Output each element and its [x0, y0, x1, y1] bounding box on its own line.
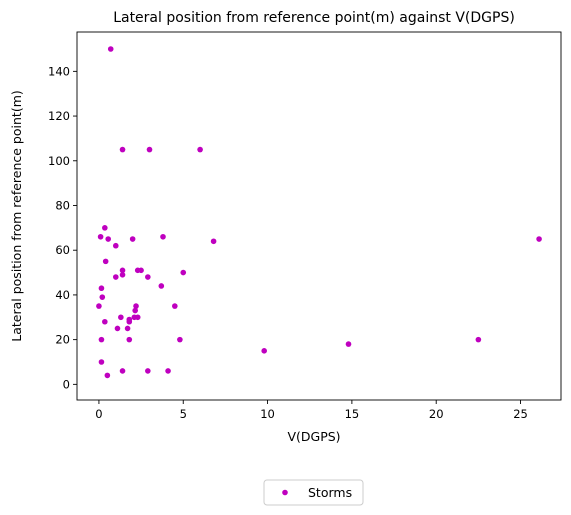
data-point — [102, 225, 108, 231]
legend: Storms — [263, 479, 364, 506]
data-point — [119, 271, 126, 278]
y-tick-label: 80 — [55, 198, 70, 212]
x-tick-label: 15 — [345, 407, 360, 421]
data-point — [132, 307, 138, 314]
data-point — [98, 336, 105, 343]
data-point — [180, 269, 187, 276]
data-point — [138, 267, 144, 274]
data-point — [475, 336, 482, 343]
data-point — [172, 303, 178, 309]
data-point — [345, 341, 352, 347]
y-tick-label: 20 — [55, 333, 70, 347]
data-point — [119, 146, 126, 153]
data-point — [536, 236, 542, 242]
data-point — [133, 303, 139, 309]
axis-ticks: 0 5 10 15 20 25 0 20 40 60 80 100 120 140 — [48, 64, 528, 421]
data-point — [105, 236, 111, 242]
data-point — [114, 325, 121, 332]
data-point — [124, 325, 131, 332]
data-point — [119, 267, 126, 274]
data-point — [107, 46, 114, 52]
legend-box — [263, 479, 364, 506]
data-point — [119, 368, 126, 374]
data-point — [102, 318, 108, 325]
data-point — [261, 348, 267, 354]
plot-frame — [76, 31, 562, 401]
x-tick-label: 0 — [95, 407, 102, 421]
data-point — [98, 285, 105, 292]
data-point — [96, 303, 102, 309]
data-point — [98, 359, 105, 365]
x-tick-label: 25 — [513, 407, 528, 421]
y-axis-title: Lateral position from reference point(m) — [9, 90, 24, 341]
x-tick-label: 10 — [260, 407, 275, 421]
data-point — [145, 368, 151, 374]
data-point — [165, 368, 171, 374]
y-tick-label: 0 — [63, 377, 70, 391]
data-point — [99, 294, 106, 300]
x-tick-label: 20 — [429, 407, 444, 421]
data-point — [129, 236, 136, 242]
data-point — [146, 146, 153, 153]
chart-title: Lateral position from reference point(m)… — [113, 10, 515, 26]
data-point — [158, 283, 165, 289]
data-point — [126, 318, 133, 325]
data-point — [134, 314, 141, 321]
data-point — [177, 336, 183, 343]
data-point — [97, 233, 104, 240]
data-point — [118, 314, 124, 321]
data-point — [112, 242, 119, 249]
data-point — [210, 238, 217, 245]
data-point — [160, 233, 166, 240]
data-point — [102, 258, 109, 265]
legend-marker-storms — [282, 489, 288, 496]
y-tick-label: 100 — [48, 154, 70, 168]
y-tick-label: 140 — [48, 64, 70, 78]
y-tick-label: 60 — [55, 243, 70, 257]
data-point — [197, 146, 203, 153]
data-point — [145, 274, 151, 280]
plot-area — [76, 31, 562, 401]
x-axis-title: V(DGPS) — [287, 429, 340, 444]
y-tick-label: 40 — [55, 288, 70, 302]
legend-label-storms: Storms — [308, 485, 352, 500]
data-point — [104, 372, 111, 379]
y-tick-label: 120 — [48, 109, 70, 123]
data-point — [112, 274, 119, 280]
data-point — [126, 336, 133, 343]
x-tick-label: 5 — [180, 407, 187, 421]
